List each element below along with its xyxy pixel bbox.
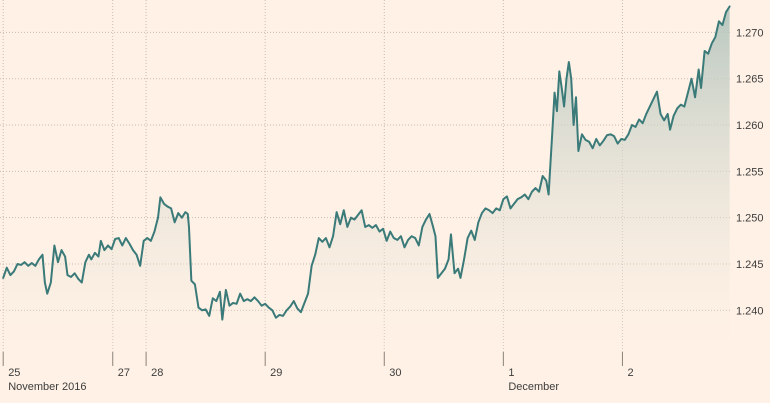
- x-tick-label: 25: [8, 367, 20, 379]
- x-period-label: November 2016: [8, 381, 86, 393]
- line-layer: [2, 5, 731, 321]
- y-tick-label: 1.270: [736, 27, 764, 39]
- y-tick-label: 1.265: [736, 74, 764, 86]
- series-line: [2, 5, 731, 321]
- y-tick-label: 1.255: [736, 166, 764, 178]
- x-tick-label: 28: [151, 367, 163, 379]
- x-tick-label: 29: [270, 367, 282, 379]
- x-tick-label: 30: [389, 367, 401, 379]
- x-tick-label: 1: [508, 367, 514, 379]
- y-tick-label: 1.245: [736, 259, 764, 271]
- x-tick-label: 2: [627, 367, 633, 379]
- y-tick-label: 1.250: [736, 213, 764, 225]
- series-area: [3, 6, 730, 352]
- area-layer: [3, 6, 730, 352]
- y-tick-label: 1.260: [736, 120, 764, 132]
- x-period-label: December: [508, 381, 559, 393]
- y-tick-label: 1.240: [736, 305, 764, 317]
- axis-layer: [2, 352, 623, 366]
- label-layer: 1.240 1.245 1.250 1.255 1.260 1.265 1.270 25 27 2…: [8, 27, 763, 393]
- x-tick-label: 27: [118, 367, 130, 379]
